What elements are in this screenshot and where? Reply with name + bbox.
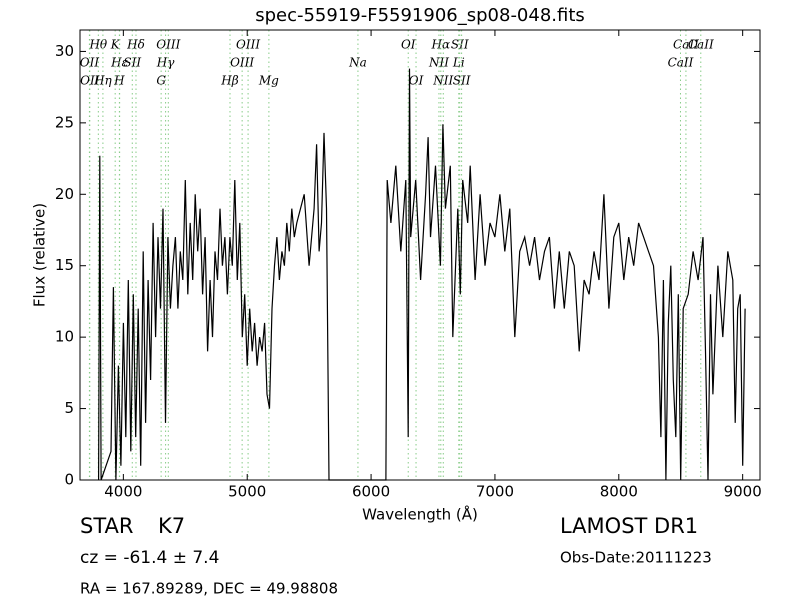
y-tick-label: 30 — [55, 42, 74, 60]
x-tick-label: 6000 — [352, 483, 390, 501]
spectral-line-label: H — [113, 74, 125, 88]
spectral-line-label: OIII — [236, 38, 260, 52]
spectral-line-label: OI — [401, 38, 416, 52]
x-tick-label: 5000 — [228, 483, 266, 501]
spectral-line-label: Li — [452, 56, 465, 70]
spectrum-line — [98, 68, 746, 481]
spectral-line-label: Hη — [93, 74, 112, 88]
coordinates: RA = 167.89289, DEC = 49.98808 — [80, 580, 338, 598]
spectral-line-label: SII — [451, 38, 469, 52]
object-class: STAR — [80, 514, 133, 538]
spectral-line-label: CaII — [673, 38, 699, 52]
y-tick-label: 15 — [55, 256, 74, 274]
x-tick-label: 4000 — [104, 483, 142, 501]
spectral-line-label: OIII — [156, 38, 180, 52]
redshift: cz = -61.4 ± 7.4 — [80, 548, 219, 568]
spectral-line-label: Hβ — [220, 74, 238, 88]
x-axis-label: Wavelength (Å) — [362, 505, 478, 524]
spectral-line-label: NII — [428, 56, 449, 70]
obs-date: Obs-Date:20111223 — [560, 549, 712, 567]
y-tick-label: 25 — [55, 113, 74, 131]
spectral-line-label: OIII — [230, 56, 254, 70]
spectral-line-label: SII — [123, 56, 141, 70]
spectral-line-label: OI — [409, 74, 424, 88]
spectral-line-label: K — [110, 38, 121, 52]
spectral-line-label: CaII — [668, 56, 694, 70]
y-tick-label: 0 — [64, 471, 74, 489]
object-subclass: K7 — [158, 514, 185, 538]
spectral-line-label: G — [156, 74, 166, 88]
spectral-line-label: SII — [453, 74, 471, 88]
y-tick-label: 20 — [55, 185, 74, 203]
spectral-line-label: CaII — [688, 38, 714, 52]
spectral-line-label: Mg — [258, 74, 279, 88]
spectral-line-label: Hδ — [126, 38, 145, 52]
spectral-line-label: Hγ — [156, 56, 175, 70]
y-tick-label: 10 — [55, 328, 74, 346]
spectral-line-label: OII — [80, 74, 100, 88]
y-axis-label: Flux (relative) — [31, 203, 49, 307]
x-tick-label: 7000 — [476, 483, 514, 501]
x-tick-label: 8000 — [600, 483, 638, 501]
spectral-line-label: Hθ — [88, 38, 107, 52]
plot-frame — [79, 29, 761, 481]
y-tick-label: 5 — [64, 399, 74, 417]
x-tick-label: 9000 — [724, 483, 762, 501]
spectral-line-label: NII — [432, 74, 453, 88]
chart-title: spec-55919-F5591906_sp08-048.fits — [255, 5, 585, 26]
spectral-line-label: Na — [348, 56, 367, 70]
spectral-line-label: Hα — [431, 38, 451, 52]
survey: LAMOST DR1 — [560, 514, 698, 538]
